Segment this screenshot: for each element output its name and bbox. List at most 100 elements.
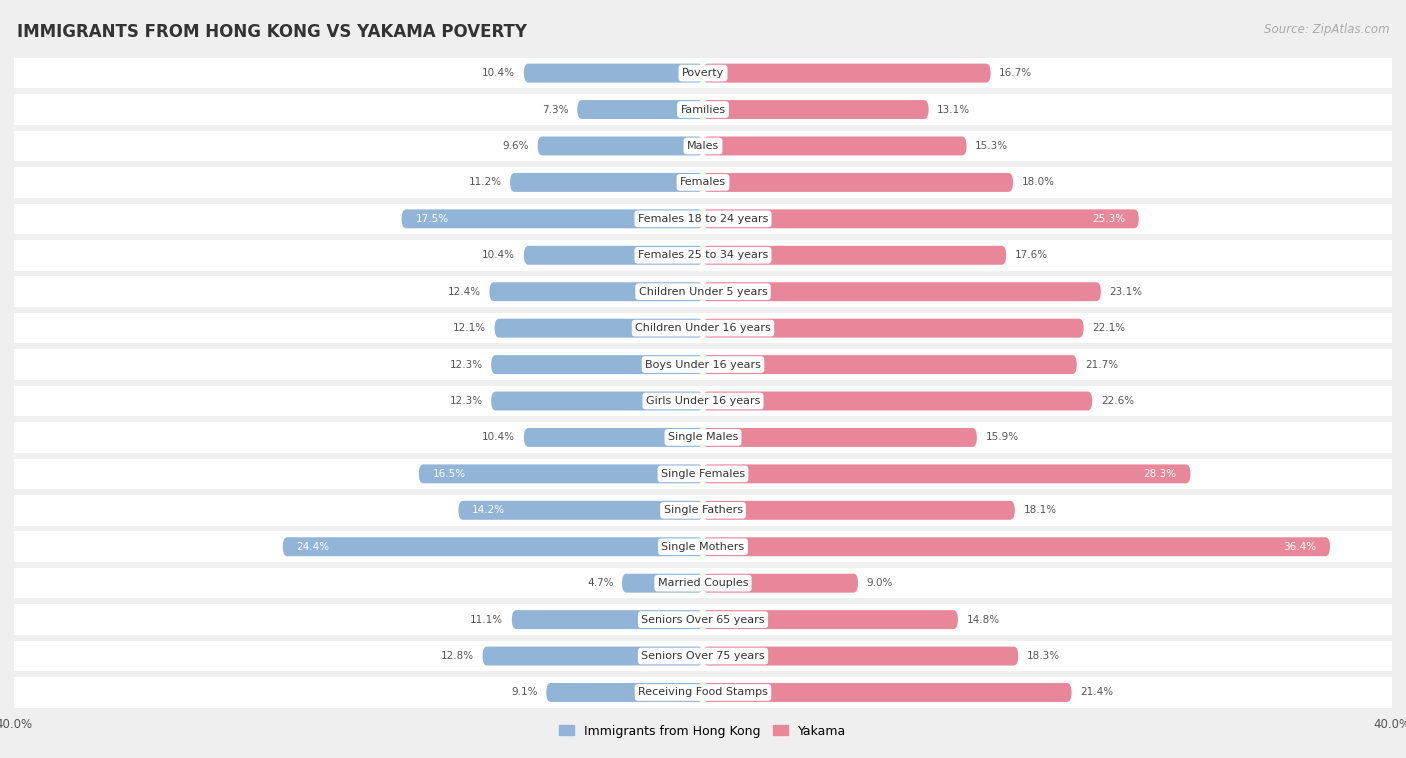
Text: 22.1%: 22.1%	[1092, 323, 1125, 333]
FancyBboxPatch shape	[547, 683, 703, 702]
Text: 14.8%: 14.8%	[966, 615, 1000, 625]
Text: 10.4%: 10.4%	[482, 250, 515, 260]
Text: 12.3%: 12.3%	[450, 396, 482, 406]
FancyBboxPatch shape	[703, 318, 1084, 337]
Text: 21.4%: 21.4%	[1080, 688, 1114, 697]
Text: Seniors Over 75 years: Seniors Over 75 years	[641, 651, 765, 661]
Text: 10.4%: 10.4%	[482, 433, 515, 443]
FancyBboxPatch shape	[703, 392, 1092, 411]
FancyBboxPatch shape	[703, 209, 1139, 228]
Text: 21.7%: 21.7%	[1085, 359, 1119, 370]
FancyBboxPatch shape	[14, 495, 1392, 525]
FancyBboxPatch shape	[14, 277, 1392, 307]
FancyBboxPatch shape	[14, 349, 1392, 380]
FancyBboxPatch shape	[458, 501, 703, 520]
Text: 15.3%: 15.3%	[976, 141, 1008, 151]
Text: Females 18 to 24 years: Females 18 to 24 years	[638, 214, 768, 224]
Text: Married Couples: Married Couples	[658, 578, 748, 588]
FancyBboxPatch shape	[621, 574, 703, 593]
FancyBboxPatch shape	[703, 64, 991, 83]
FancyBboxPatch shape	[578, 100, 703, 119]
Text: Females: Females	[681, 177, 725, 187]
FancyBboxPatch shape	[14, 240, 1392, 271]
FancyBboxPatch shape	[537, 136, 703, 155]
FancyBboxPatch shape	[703, 683, 1071, 702]
FancyBboxPatch shape	[703, 428, 977, 447]
Text: Single Fathers: Single Fathers	[664, 506, 742, 515]
FancyBboxPatch shape	[14, 422, 1392, 453]
Text: 9.6%: 9.6%	[502, 141, 529, 151]
Text: 12.3%: 12.3%	[450, 359, 482, 370]
FancyBboxPatch shape	[703, 355, 1077, 374]
FancyBboxPatch shape	[495, 318, 703, 337]
Text: Girls Under 16 years: Girls Under 16 years	[645, 396, 761, 406]
Text: 23.1%: 23.1%	[1109, 287, 1143, 296]
FancyBboxPatch shape	[14, 313, 1392, 343]
Text: 10.4%: 10.4%	[482, 68, 515, 78]
FancyBboxPatch shape	[703, 246, 1007, 265]
Text: Single Females: Single Females	[661, 469, 745, 479]
FancyBboxPatch shape	[14, 130, 1392, 161]
Text: Source: ZipAtlas.com: Source: ZipAtlas.com	[1264, 23, 1389, 36]
Text: 18.1%: 18.1%	[1024, 506, 1056, 515]
FancyBboxPatch shape	[524, 246, 703, 265]
Text: 12.4%: 12.4%	[447, 287, 481, 296]
FancyBboxPatch shape	[703, 610, 957, 629]
FancyBboxPatch shape	[703, 647, 1018, 666]
FancyBboxPatch shape	[703, 136, 966, 155]
FancyBboxPatch shape	[14, 531, 1392, 562]
Text: IMMIGRANTS FROM HONG KONG VS YAKAMA POVERTY: IMMIGRANTS FROM HONG KONG VS YAKAMA POVE…	[17, 23, 527, 41]
Text: Boys Under 16 years: Boys Under 16 years	[645, 359, 761, 370]
FancyBboxPatch shape	[14, 386, 1392, 416]
FancyBboxPatch shape	[14, 459, 1392, 489]
Text: 12.1%: 12.1%	[453, 323, 486, 333]
Text: 13.1%: 13.1%	[938, 105, 970, 114]
Text: 4.7%: 4.7%	[586, 578, 613, 588]
FancyBboxPatch shape	[703, 100, 928, 119]
Text: 11.1%: 11.1%	[470, 615, 503, 625]
FancyBboxPatch shape	[14, 677, 1392, 708]
FancyBboxPatch shape	[489, 282, 703, 301]
Text: Seniors Over 65 years: Seniors Over 65 years	[641, 615, 765, 625]
FancyBboxPatch shape	[491, 355, 703, 374]
FancyBboxPatch shape	[14, 94, 1392, 125]
FancyBboxPatch shape	[524, 428, 703, 447]
FancyBboxPatch shape	[14, 604, 1392, 635]
FancyBboxPatch shape	[703, 574, 858, 593]
Text: 16.5%: 16.5%	[433, 469, 465, 479]
FancyBboxPatch shape	[14, 204, 1392, 234]
Text: Males: Males	[688, 141, 718, 151]
Text: 18.0%: 18.0%	[1022, 177, 1054, 187]
Text: Poverty: Poverty	[682, 68, 724, 78]
FancyBboxPatch shape	[283, 537, 703, 556]
Text: 36.4%: 36.4%	[1284, 542, 1316, 552]
FancyBboxPatch shape	[703, 173, 1012, 192]
Text: Females 25 to 34 years: Females 25 to 34 years	[638, 250, 768, 260]
FancyBboxPatch shape	[419, 465, 703, 484]
Text: 28.3%: 28.3%	[1143, 469, 1177, 479]
FancyBboxPatch shape	[703, 501, 1015, 520]
FancyBboxPatch shape	[402, 209, 703, 228]
Text: 17.5%: 17.5%	[415, 214, 449, 224]
FancyBboxPatch shape	[14, 58, 1392, 89]
Text: 12.8%: 12.8%	[441, 651, 474, 661]
Text: Single Mothers: Single Mothers	[661, 542, 745, 552]
FancyBboxPatch shape	[524, 64, 703, 83]
Text: 18.3%: 18.3%	[1026, 651, 1060, 661]
Text: Receiving Food Stamps: Receiving Food Stamps	[638, 688, 768, 697]
FancyBboxPatch shape	[482, 647, 703, 666]
Text: Families: Families	[681, 105, 725, 114]
FancyBboxPatch shape	[512, 610, 703, 629]
FancyBboxPatch shape	[14, 568, 1392, 599]
Text: Single Males: Single Males	[668, 433, 738, 443]
Text: 15.9%: 15.9%	[986, 433, 1018, 443]
FancyBboxPatch shape	[703, 537, 1330, 556]
FancyBboxPatch shape	[510, 173, 703, 192]
Text: 17.6%: 17.6%	[1015, 250, 1047, 260]
FancyBboxPatch shape	[14, 641, 1392, 672]
Legend: Immigrants from Hong Kong, Yakama: Immigrants from Hong Kong, Yakama	[554, 719, 852, 743]
Text: 11.2%: 11.2%	[468, 177, 502, 187]
Text: 9.1%: 9.1%	[512, 688, 537, 697]
Text: 16.7%: 16.7%	[1000, 68, 1032, 78]
Text: 25.3%: 25.3%	[1092, 214, 1125, 224]
